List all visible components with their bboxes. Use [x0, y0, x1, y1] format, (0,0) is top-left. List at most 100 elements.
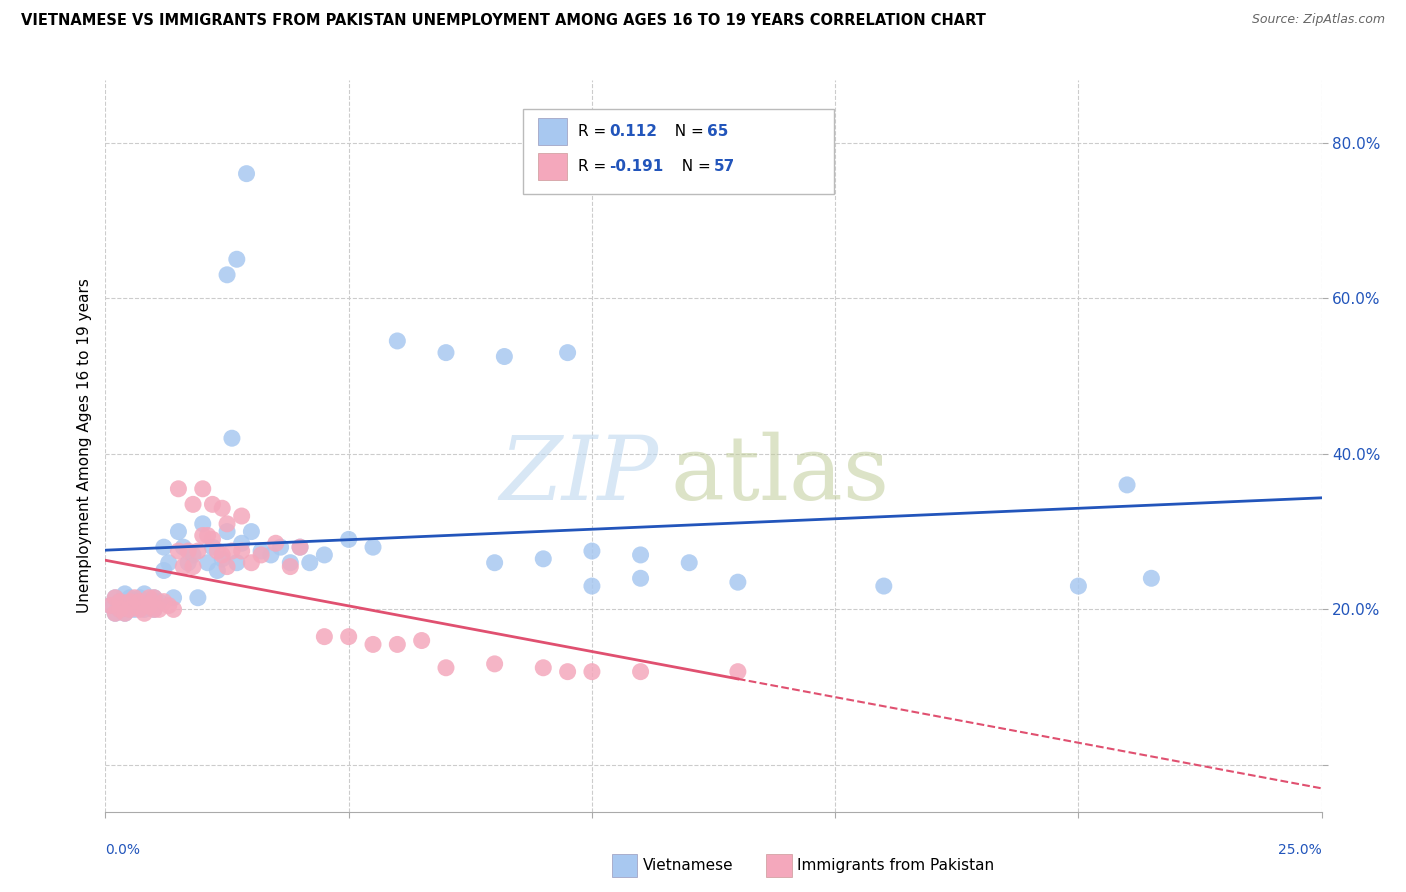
Point	[153, 540, 176, 554]
Point	[201, 533, 224, 547]
Point	[581, 544, 603, 558]
Point	[217, 268, 239, 282]
Point	[148, 602, 170, 616]
Point	[581, 665, 603, 679]
Point	[217, 524, 239, 539]
Point	[361, 637, 384, 651]
Point	[181, 497, 204, 511]
Point	[1116, 478, 1139, 492]
Point	[557, 665, 579, 679]
Point	[411, 633, 433, 648]
Text: atlas: atlas	[671, 432, 890, 519]
Point	[1140, 571, 1163, 585]
Point	[143, 591, 166, 605]
Point	[177, 544, 200, 558]
Point	[118, 594, 141, 608]
Point	[138, 591, 160, 605]
Point	[143, 591, 166, 605]
Text: 57: 57	[714, 160, 735, 174]
Point	[727, 575, 749, 590]
Point	[162, 602, 184, 616]
Point	[225, 252, 247, 267]
Point	[104, 591, 127, 605]
Point	[434, 345, 457, 359]
Point	[128, 594, 150, 608]
Point	[221, 544, 243, 558]
Point	[187, 591, 209, 605]
Point	[278, 559, 301, 574]
Point	[134, 587, 156, 601]
Point	[124, 602, 146, 616]
Point	[630, 548, 652, 562]
Text: VIETNAMESE VS IMMIGRANTS FROM PAKISTAN UNEMPLOYMENT AMONG AGES 16 TO 19 YEARS CO: VIETNAMESE VS IMMIGRANTS FROM PAKISTAN U…	[21, 13, 986, 29]
Point	[153, 594, 176, 608]
Point	[240, 556, 263, 570]
Point	[108, 602, 131, 616]
Point	[172, 559, 194, 574]
Point	[434, 661, 457, 675]
Point	[118, 602, 141, 616]
Point	[124, 594, 146, 608]
Point	[630, 665, 652, 679]
Point	[114, 587, 136, 601]
Point	[531, 661, 554, 675]
Point	[162, 591, 184, 605]
Text: 65: 65	[707, 124, 728, 138]
Point	[314, 630, 336, 644]
Point	[167, 482, 190, 496]
Point	[250, 544, 273, 558]
Point	[104, 607, 127, 621]
Point	[124, 591, 146, 605]
Point	[235, 167, 257, 181]
Point	[181, 559, 204, 574]
Point	[128, 591, 150, 605]
Point	[1067, 579, 1090, 593]
Point	[484, 657, 506, 671]
Point	[231, 544, 253, 558]
Point	[167, 524, 190, 539]
Point	[138, 599, 160, 613]
Point	[108, 602, 131, 616]
Point	[134, 602, 156, 616]
Point	[157, 556, 180, 570]
Point	[207, 564, 229, 578]
Point	[288, 540, 311, 554]
Text: 0.0%: 0.0%	[105, 843, 141, 857]
Point	[191, 516, 214, 531]
Point	[873, 579, 896, 593]
Point	[314, 548, 336, 562]
Point	[181, 548, 204, 562]
Point	[630, 571, 652, 585]
Text: Source: ZipAtlas.com: Source: ZipAtlas.com	[1251, 13, 1385, 27]
Point	[143, 602, 166, 616]
Point	[264, 536, 287, 550]
Point	[727, 665, 749, 679]
Point	[337, 533, 360, 547]
Point	[108, 594, 131, 608]
Point	[104, 607, 127, 621]
Point	[278, 556, 301, 570]
Point	[197, 556, 219, 570]
Text: ZIP: ZIP	[499, 432, 659, 518]
Point	[231, 509, 253, 524]
Point	[484, 556, 506, 570]
Text: 0.112: 0.112	[609, 124, 657, 138]
Point	[557, 345, 579, 359]
Point	[172, 540, 194, 554]
Point	[221, 431, 243, 445]
Point	[260, 548, 283, 562]
Point	[114, 607, 136, 621]
Point	[201, 497, 224, 511]
Point	[108, 594, 131, 608]
Point	[270, 540, 292, 554]
Point	[167, 544, 190, 558]
Text: R =: R =	[578, 160, 612, 174]
Point	[494, 350, 516, 364]
Point	[201, 540, 224, 554]
Point	[114, 607, 136, 621]
Point	[191, 528, 214, 542]
Point	[177, 556, 200, 570]
Point	[250, 548, 273, 562]
Point	[678, 556, 700, 570]
Text: Vietnamese: Vietnamese	[643, 858, 733, 872]
